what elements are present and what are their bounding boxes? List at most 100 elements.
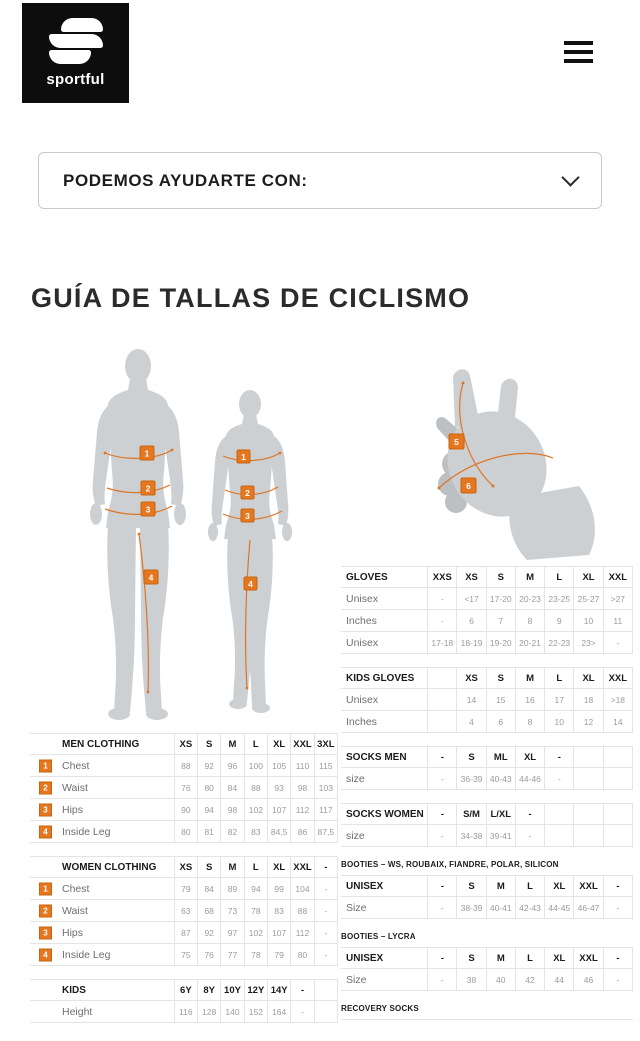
cell-value: -	[313, 877, 339, 900]
row-label: Inches	[341, 710, 428, 733]
column-header: -	[514, 803, 545, 825]
row-label-text: Inside Leg	[62, 825, 111, 838]
cell-value: 94	[243, 877, 268, 900]
svg-text:1: 1	[241, 452, 246, 462]
row-label: 2 Waist	[30, 776, 175, 799]
cell-value: 68	[197, 899, 221, 922]
cell-value: 107	[266, 921, 291, 944]
table-row: 3 Hips 90 94 98 102 107 112 117	[30, 798, 339, 821]
cell-value: 92	[197, 754, 221, 777]
cell-value: 102	[243, 798, 268, 821]
measure-marker-3: 3	[39, 803, 52, 816]
cell-value: -	[313, 921, 339, 944]
measure-marker-6: 6	[460, 477, 477, 494]
column-header: -	[313, 856, 339, 878]
column-header: XXL	[573, 875, 604, 897]
column-header: L	[243, 856, 268, 878]
cell-value: 42	[514, 968, 545, 991]
cell-value: 8	[514, 710, 545, 733]
table-row: Inches -6 7 8 9 10 11	[341, 609, 634, 632]
booties-main-table: BOOTIES – WS, ROUBAIX, FIANDRE, POLAR, S…	[341, 860, 634, 919]
cell-value: 19-20	[485, 631, 516, 654]
cell-value: 11	[602, 609, 634, 632]
column-header: S	[485, 566, 516, 588]
svg-text:1: 1	[145, 449, 150, 459]
svg-text:6: 6	[466, 481, 471, 491]
cell-value: -	[514, 824, 545, 847]
cell-value: 104	[290, 877, 315, 900]
column-header: XS	[173, 733, 198, 755]
cell-value: 107	[266, 798, 291, 821]
socks_women-grid: SOCKS WOMEN - S/M L/XL - size -34-38 39-41-	[341, 803, 634, 847]
cell-value: 7	[485, 609, 516, 632]
glove-measurement-figure: 5 6	[436, 369, 595, 560]
cell-value: 78	[243, 943, 268, 966]
row-label: 4 Inside Leg	[30, 943, 175, 966]
svg-text:2: 2	[146, 484, 151, 494]
cell-value: 100	[243, 754, 268, 777]
cell-value: 102	[243, 921, 268, 944]
column-header: SOCKS WOMEN	[341, 803, 428, 825]
column-header: XXL	[290, 733, 315, 755]
cell-value: -	[602, 896, 634, 919]
cell-value: -	[544, 767, 574, 790]
table-row: Unisex 14 15 16 17 18 >18	[341, 688, 634, 711]
cell-value: <17	[456, 587, 487, 610]
cell-value: 44-45	[544, 896, 574, 919]
help-dropdown[interactable]: PODEMOS AYUDARTE CON:	[38, 152, 602, 209]
row-label-text: Hips	[62, 926, 84, 939]
column-header: XL	[266, 733, 291, 755]
row-label-text: Unisex	[346, 592, 379, 605]
table-row: size -34-38 39-41-	[341, 824, 634, 847]
column-header: M	[485, 875, 516, 897]
cell-value: -	[602, 968, 634, 991]
column-header: XXL	[573, 947, 604, 969]
row-label: Inches	[341, 609, 428, 632]
column-header	[544, 803, 574, 825]
sportful-logo[interactable]: sportful	[22, 3, 129, 103]
cell-value: -	[427, 824, 457, 847]
row-label: Size	[341, 896, 428, 919]
cell-value: 84	[197, 877, 221, 900]
measure-marker-5: 5	[448, 433, 465, 450]
column-header: KIDS	[30, 979, 175, 1001]
measure-marker-4: 4	[143, 569, 159, 585]
cell-value: 4	[456, 710, 487, 733]
women_clothing-grid: WOMEN CLOTHING XS S M L XL XXL -1 Chest 79 84 89 94 9…	[30, 856, 339, 966]
kids_gloves-grid: KIDS GLOVES XS S M L XL XXL Unisex 14 15 16 17 18 >18…	[341, 667, 634, 733]
kids-gloves-table: KIDS GLOVES XS S M L XL XXL Unisex 14 15 16 17 18 >18…	[341, 667, 634, 733]
row-label: Size	[341, 968, 428, 991]
recovery_socks-table-edge	[341, 1019, 633, 1028]
cell-value: 115	[313, 754, 339, 777]
column-header: 10Y	[220, 979, 245, 1001]
svg-text:4: 4	[149, 573, 154, 583]
cell-value: 97	[220, 921, 245, 944]
column-header: S	[456, 947, 487, 969]
cell-value: 76	[197, 943, 221, 966]
table-row: 3 Hips 87 92 97 102 107 112-	[30, 921, 339, 944]
cell-value: 75	[173, 943, 198, 966]
row-label-text: Unisex	[346, 693, 379, 706]
column-header: -	[427, 947, 457, 969]
column-header: M	[220, 733, 245, 755]
cell-value: 38	[456, 968, 487, 991]
cell-value: 12	[573, 710, 604, 733]
men_clothing-grid: MEN CLOTHING XS S M L XL XXL 3XL 1 Chest 88 92 96 100…	[30, 733, 339, 843]
column-header: SOCKS MEN	[341, 746, 428, 768]
measure-marker-2: 2	[39, 904, 52, 917]
booties_main-title: BOOTIES – WS, ROUBAIX, FIANDRE, POLAR, S…	[341, 860, 559, 869]
booties_lycra-title: BOOTIES – LYCRA	[341, 932, 416, 941]
column-header	[573, 803, 604, 825]
cell-value	[544, 824, 574, 847]
row-label-text: Size	[346, 901, 367, 914]
column-header	[602, 746, 634, 768]
cell-value: 39-41	[485, 824, 516, 847]
measure-marker-3: 3	[240, 508, 255, 523]
hamburger-menu-icon[interactable]	[564, 41, 593, 63]
cell-value: 90	[173, 798, 198, 821]
cell-value: 92	[197, 921, 221, 944]
column-header: XL	[544, 947, 574, 969]
row-label: size	[341, 767, 428, 790]
row-label-text: Size	[346, 973, 367, 986]
measure-marker-3: 3	[39, 926, 52, 939]
